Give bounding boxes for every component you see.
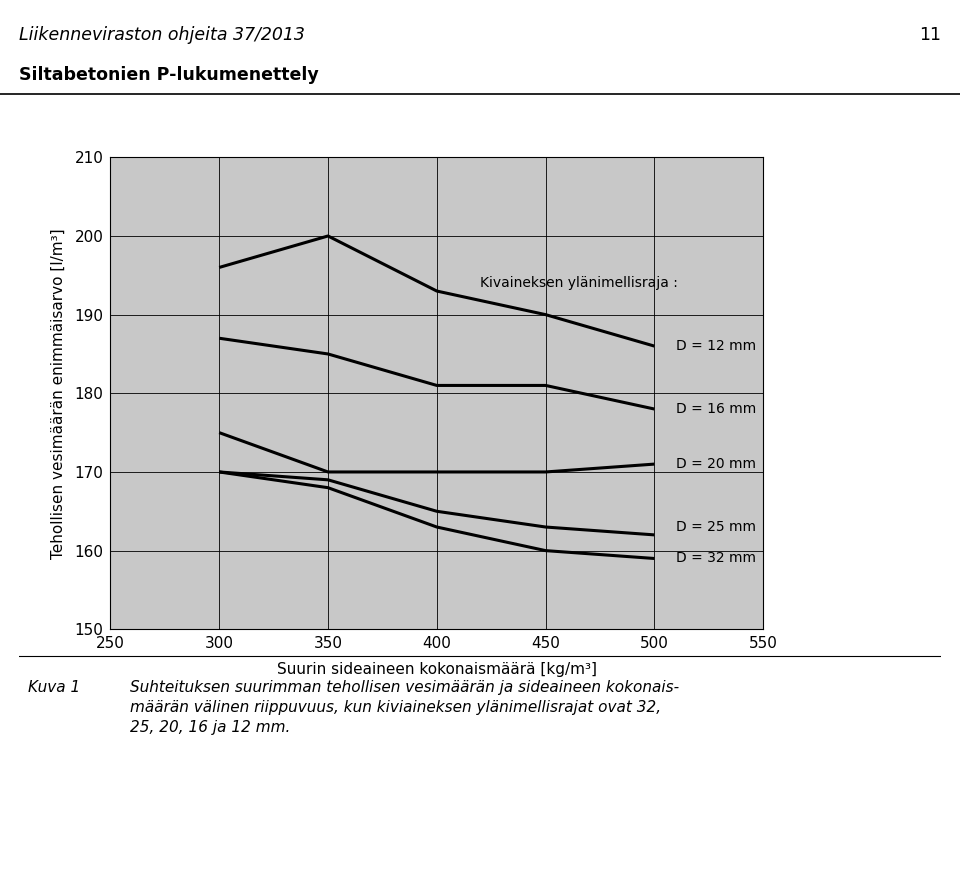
Text: D = 20 mm: D = 20 mm [676,457,756,471]
Text: Kuva 1: Kuva 1 [29,680,81,695]
Text: D = 12 mm: D = 12 mm [676,339,756,353]
X-axis label: Suurin sideaineen kokonaismäärä [kg/m³]: Suurin sideaineen kokonaismäärä [kg/m³] [276,662,597,677]
Text: D = 16 mm: D = 16 mm [676,402,756,416]
Text: Suhteituksen suurimman tehollisen vesimäärän ja sideaineen kokonais-
määrän väli: Suhteituksen suurimman tehollisen vesimä… [130,680,679,735]
Text: D = 25 mm: D = 25 mm [676,520,756,534]
Text: Liikenneviraston ohjeita 37/2013: Liikenneviraston ohjeita 37/2013 [19,26,305,45]
Y-axis label: Tehollisen vesimäärän enimmäisarvo [l/m³]: Tehollisen vesimäärän enimmäisarvo [l/m³… [51,228,66,558]
Text: D = 32 mm: D = 32 mm [676,551,756,565]
Text: Siltabetonien P-lukumenettely: Siltabetonien P-lukumenettely [19,66,319,84]
Text: Kivaineksen ylänimellisraja :: Kivaineksen ylänimellisraja : [480,276,678,290]
Text: 11: 11 [919,26,941,45]
